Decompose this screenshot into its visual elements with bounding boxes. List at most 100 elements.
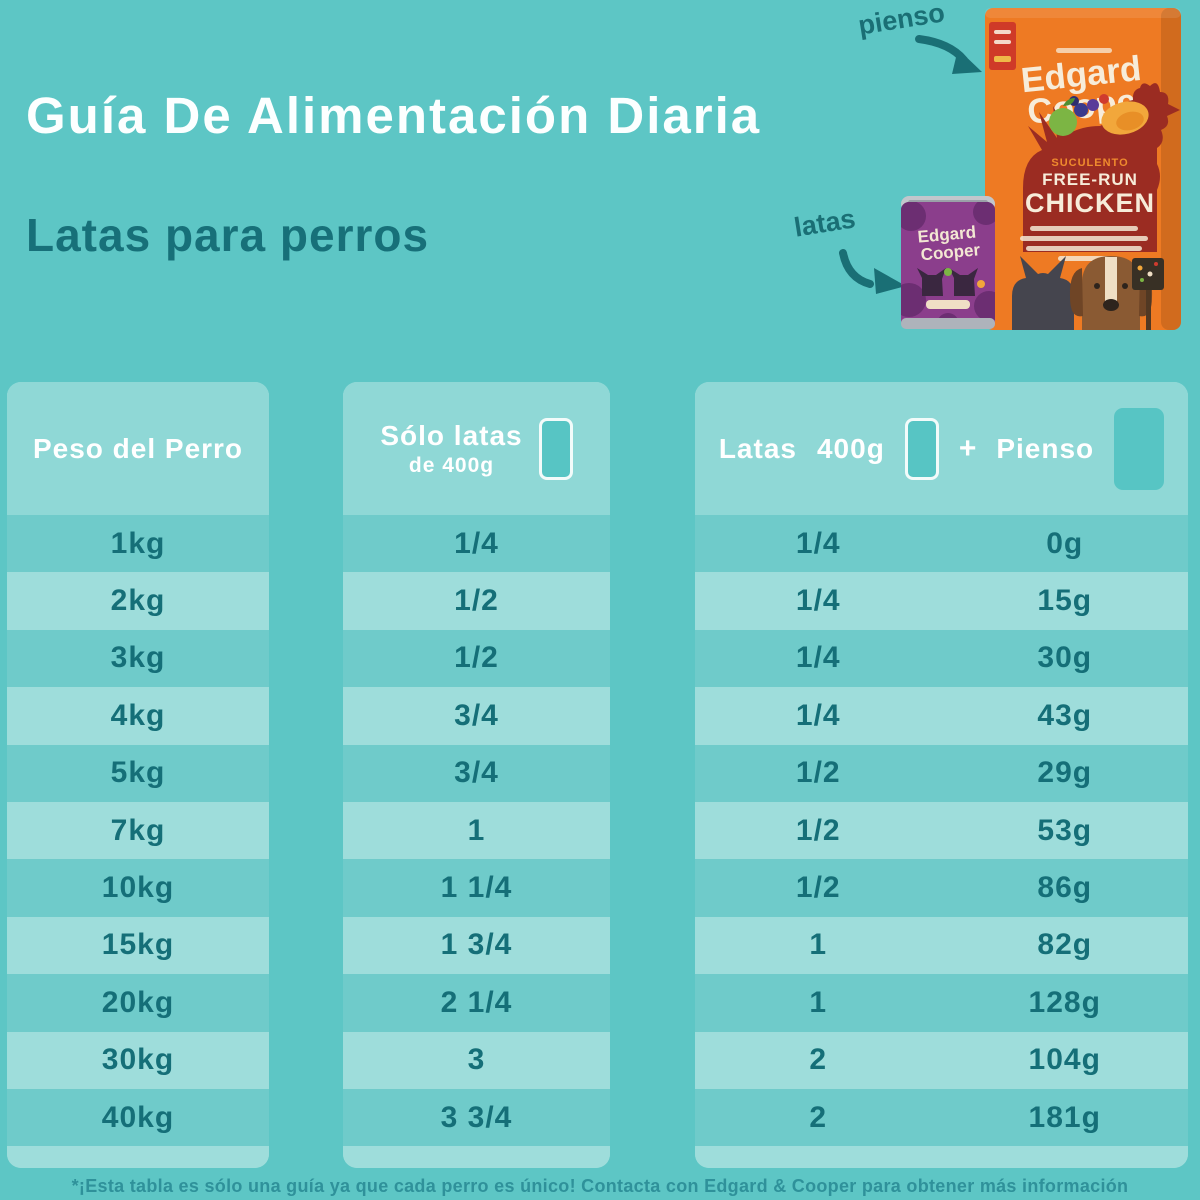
bag-flavor-line1: SUCULENTO xyxy=(1051,157,1128,169)
table-row: 1/4 43g xyxy=(695,687,1188,745)
mixed-cans-cell: 2 xyxy=(809,1100,828,1134)
weight-cell: 15kg xyxy=(101,928,175,962)
table-row: 1/2 86g xyxy=(695,859,1188,917)
cans-only-panel: Sólo latas de 400g 1/4 1/2 1/2 3/4 3/4 1 1 1/4… xyxy=(343,382,610,1168)
table-row: 2 104g xyxy=(695,1031,1188,1089)
can-icon xyxy=(538,417,573,480)
table-row: 1/2 53g xyxy=(695,801,1188,860)
cans-only-cell: 3/4 xyxy=(454,756,499,790)
table-row: 3/4 xyxy=(343,744,610,802)
kibble-bag-icon xyxy=(1114,407,1165,490)
table-row: 20kg xyxy=(7,974,269,1032)
pienso-arrow-icon xyxy=(915,35,982,74)
table-row: 2 1/4 xyxy=(343,974,610,1032)
mixed-kibble-cell: 15g xyxy=(1037,584,1093,618)
kibble-bag-image: Edgard Cooper SUCULENTO FREE-RUN CHICKEN xyxy=(985,8,1181,330)
can-icon xyxy=(904,417,939,480)
table-row: 1 1/4 xyxy=(343,859,610,917)
page-title: Guía De Alimentación Diaria xyxy=(26,87,762,144)
cans-only-cell: 3 3/4 xyxy=(440,1100,513,1134)
cans-only-cell: 2 1/4 xyxy=(440,985,513,1019)
weight-cell: 5kg xyxy=(110,756,166,790)
mixed-kibble-cell: 0g xyxy=(1046,526,1084,560)
panel-cap xyxy=(695,1146,1188,1168)
table-row: 3 xyxy=(343,1031,610,1089)
bag-new-tag xyxy=(989,22,1016,70)
table-row: 1 xyxy=(343,801,610,860)
table-row: 4kg xyxy=(7,687,269,745)
page-subtitle: Latas para perros xyxy=(26,209,430,261)
cans-only-panel-header: Sólo latas de 400g xyxy=(343,382,610,515)
footnote: *¡Esta tabla es sólo una guía ya que cad… xyxy=(71,1176,1129,1196)
table-row: 30kg xyxy=(7,1031,269,1089)
mixed-kibble-cell: 128g xyxy=(1028,985,1101,1019)
mixed-kibble-cell: 104g xyxy=(1028,1043,1101,1077)
weight-cell: 1kg xyxy=(110,526,166,560)
table-row: 5kg xyxy=(7,744,269,802)
table-row: 1/2 xyxy=(343,629,610,688)
plus-sign: + xyxy=(958,431,977,465)
table-row: 1 128g xyxy=(695,974,1188,1032)
weight-header-label: Peso del Perro xyxy=(32,432,244,464)
table-row: 1kg xyxy=(7,515,269,573)
weight-cell: 30kg xyxy=(101,1043,175,1077)
basset-silhouette xyxy=(1069,256,1153,330)
mixed-cans-cell: 1 xyxy=(809,985,828,1019)
table-row: 7kg xyxy=(7,801,269,860)
mixed-cans-cell: 1 xyxy=(809,928,828,962)
mixed-kibble-cell: 29g xyxy=(1037,756,1093,790)
weight-panel-header: Peso del Perro xyxy=(7,382,269,515)
weight-cell: 20kg xyxy=(101,985,175,1019)
table-row: 10kg xyxy=(7,859,269,917)
weight-cell: 3kg xyxy=(110,641,166,675)
cans-only-cell: 1/2 xyxy=(454,584,499,618)
table-row: 15kg xyxy=(7,916,269,975)
wet-can-image: Edgard Cooper xyxy=(901,196,995,329)
weight-cell: 40kg xyxy=(101,1100,175,1134)
product-art: Edgard Cooper SUCULENTO FREE-RUN CHICKEN xyxy=(901,8,1181,330)
table-row: 3kg xyxy=(7,629,269,688)
table-row: 1/4 0g xyxy=(695,515,1188,573)
panel-cap xyxy=(7,1146,269,1168)
table-row: 1 82g xyxy=(695,916,1188,975)
fruit-decoration xyxy=(1049,94,1149,136)
weight-cell: 7kg xyxy=(110,813,166,847)
cans-only-cell: 1 xyxy=(467,813,486,847)
mixed-header-pienso: Pienso xyxy=(996,432,1095,464)
mixed-kibble-cell: 53g xyxy=(1037,813,1093,847)
cans-only-header-line1: Sólo latas xyxy=(380,419,523,451)
mixed-cans-cell: 1/4 xyxy=(795,526,841,560)
cans-only-cell: 3/4 xyxy=(454,698,499,732)
mixed-kibble-cell: 86g xyxy=(1037,871,1093,905)
weight-cell: 2kg xyxy=(110,584,166,618)
mixed-kibble-cell: 82g xyxy=(1037,928,1093,962)
bag-flavor-line2: FREE-RUN xyxy=(1042,170,1138,189)
weight-cell: 4kg xyxy=(110,698,166,732)
table-row: 1/4 15g xyxy=(695,572,1188,630)
cans-only-cell: 1/2 xyxy=(454,641,499,675)
table-row: 2 181g xyxy=(695,1088,1188,1147)
mixed-cans-cell: 1/2 xyxy=(795,871,841,905)
weight-rows: 1kg 2kg 3kg 4kg 5kg 7kg 10kg 15kg 20kg 30kg 40kg xyxy=(7,515,269,1147)
panel-cap xyxy=(343,1146,610,1168)
mixed-cans-cell: 1/2 xyxy=(795,813,841,847)
mixed-panel-header: Latas 400g + Pienso xyxy=(695,382,1188,515)
cans-only-cell: 3 xyxy=(467,1043,486,1077)
mixed-kibble-cell: 181g xyxy=(1028,1100,1101,1134)
bag-flavor-line3: CHICKEN xyxy=(1025,188,1155,218)
weight-cell: 10kg xyxy=(101,871,175,905)
mixed-header-latas: Latas xyxy=(718,432,797,464)
table-row: 2kg xyxy=(7,572,269,630)
table-row: 1/4 xyxy=(343,515,610,573)
sign-post xyxy=(1132,258,1164,330)
cans-only-cell: 1 3/4 xyxy=(440,928,513,962)
table-row: 1/2 xyxy=(343,572,610,630)
mixed-kibble-cell: 43g xyxy=(1037,698,1093,732)
mixed-cans-cell: 1/4 xyxy=(795,698,841,732)
mixed-panel: Latas 400g + Pienso 1/4 0g 1/4 15g 1/4 30g 1/4… xyxy=(695,382,1188,1168)
mixed-cans-cell: 1/4 xyxy=(795,584,841,618)
weight-panel: Peso del Perro 1kg 2kg 3kg 4kg 5kg 7kg 10kg 15k… xyxy=(7,382,269,1168)
cans-only-rows: 1/4 1/2 1/2 3/4 3/4 1 1 1/4 1 3/4 2 1/4 3 3 3/4 xyxy=(343,515,610,1147)
table-row: 3/4 xyxy=(343,687,610,745)
